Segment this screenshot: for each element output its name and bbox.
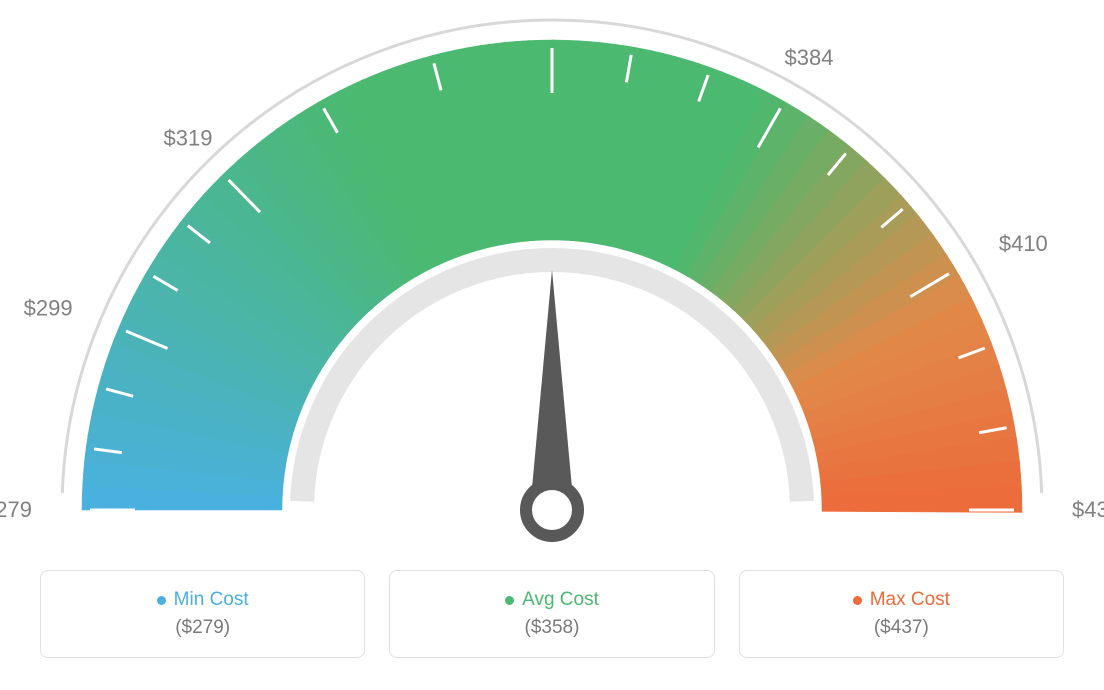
svg-text:$319: $319 — [164, 126, 213, 151]
legend-text-min: Min Cost — [174, 589, 249, 611]
svg-text:$437: $437 — [1072, 497, 1104, 522]
svg-text:$410: $410 — [999, 231, 1048, 256]
legend-value-avg: ($358) — [390, 617, 713, 639]
legend-box-avg: Avg Cost ($358) — [389, 570, 714, 658]
legend-label-avg: Avg Cost — [505, 589, 599, 611]
legend-box-min: Min Cost ($279) — [40, 570, 365, 658]
legend-dot-min — [157, 596, 166, 605]
gauge-chart: $279 $299 $319 $358 $384 $410 $437 — [0, 0, 1104, 560]
legend-row: Min Cost ($279) Avg Cost ($358) Max Cost… — [0, 570, 1104, 658]
legend-value-min: ($279) — [41, 617, 364, 639]
legend-text-avg: Avg Cost — [522, 589, 599, 611]
legend-dot-max — [853, 596, 862, 605]
svg-text:$299: $299 — [24, 296, 73, 321]
legend-label-max: Max Cost — [853, 589, 950, 611]
svg-text:$279: $279 — [0, 497, 32, 522]
legend-value-max: ($437) — [740, 617, 1063, 639]
svg-text:$358: $358 — [528, 0, 577, 2]
legend-dot-avg — [505, 596, 514, 605]
svg-text:$384: $384 — [785, 45, 834, 70]
legend-text-max: Max Cost — [870, 589, 950, 611]
legend-box-max: Max Cost ($437) — [739, 570, 1064, 658]
legend-label-min: Min Cost — [157, 589, 249, 611]
gauge-svg: $279 $299 $319 $358 $384 $410 $437 — [0, 0, 1104, 560]
